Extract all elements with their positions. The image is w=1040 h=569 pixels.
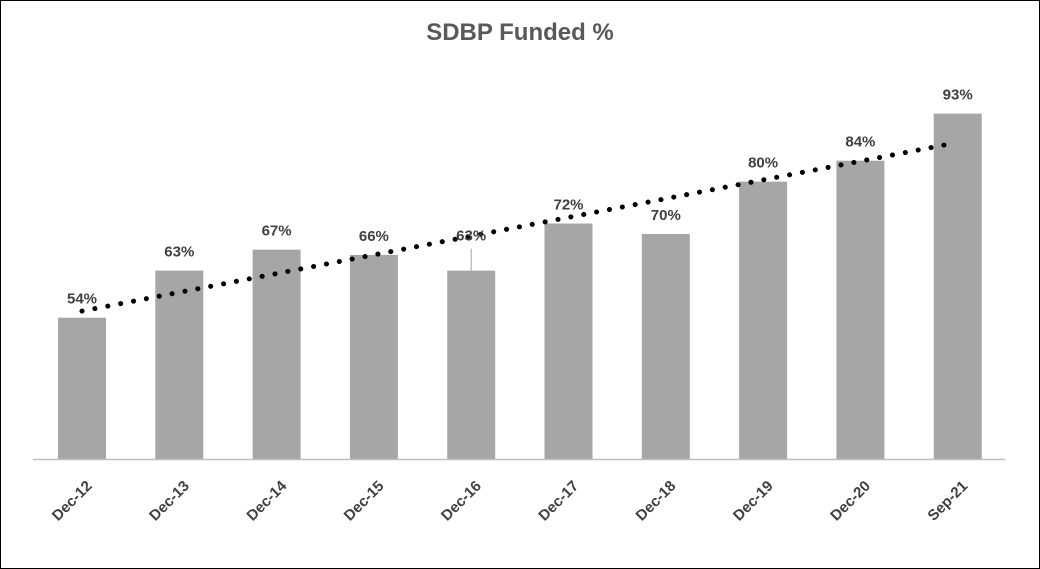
data-label-dec-14: 67% — [262, 223, 292, 240]
x-tick-label-dec-20: Dec-20 — [827, 478, 874, 525]
x-tick-label-dec-12: Dec-12 — [49, 478, 96, 525]
bar-sep-21 — [933, 113, 982, 460]
data-label-dec-15: 66% — [359, 228, 389, 245]
bar-dec-13 — [155, 270, 204, 459]
x-tick-label-sep-21: Sep-21 — [924, 478, 971, 525]
trendline — [79, 141, 951, 314]
data-label-dec-16: 63% — [456, 228, 486, 245]
x-tick-label-dec-13: Dec-13 — [146, 478, 193, 525]
data-label-dec-12: 54% — [67, 291, 97, 308]
bar-dec-16 — [447, 270, 496, 459]
data-label-dec-20: 84% — [845, 134, 875, 151]
bar-dec-17 — [544, 223, 593, 459]
data-label-dec-13: 63% — [164, 244, 194, 261]
x-tick-label-dec-15: Dec-15 — [341, 478, 388, 525]
x-tick-label-dec-16: Dec-16 — [438, 478, 485, 525]
bar-dec-19 — [739, 181, 788, 459]
chart-title: SDBP Funded % — [426, 19, 614, 46]
x-tick-label-dec-18: Dec-18 — [633, 478, 680, 525]
data-label-dec-19: 80% — [748, 155, 778, 172]
bar-dec-18 — [641, 233, 690, 459]
x-tick-label-dec-14: Dec-14 — [243, 477, 290, 524]
bar-dec-20 — [836, 160, 885, 460]
bar-dec-12 — [58, 317, 106, 459]
bar-dec-14 — [252, 249, 301, 459]
data-label-dec-17: 72% — [553, 197, 583, 214]
data-label-sep-21: 93% — [943, 87, 973, 104]
x-tick-label-dec-17: Dec-17 — [535, 478, 582, 525]
bar-dec-15 — [349, 254, 398, 459]
x-tick-label-dec-19: Dec-19 — [730, 478, 777, 525]
data-label-dec-18: 70% — [651, 207, 681, 224]
